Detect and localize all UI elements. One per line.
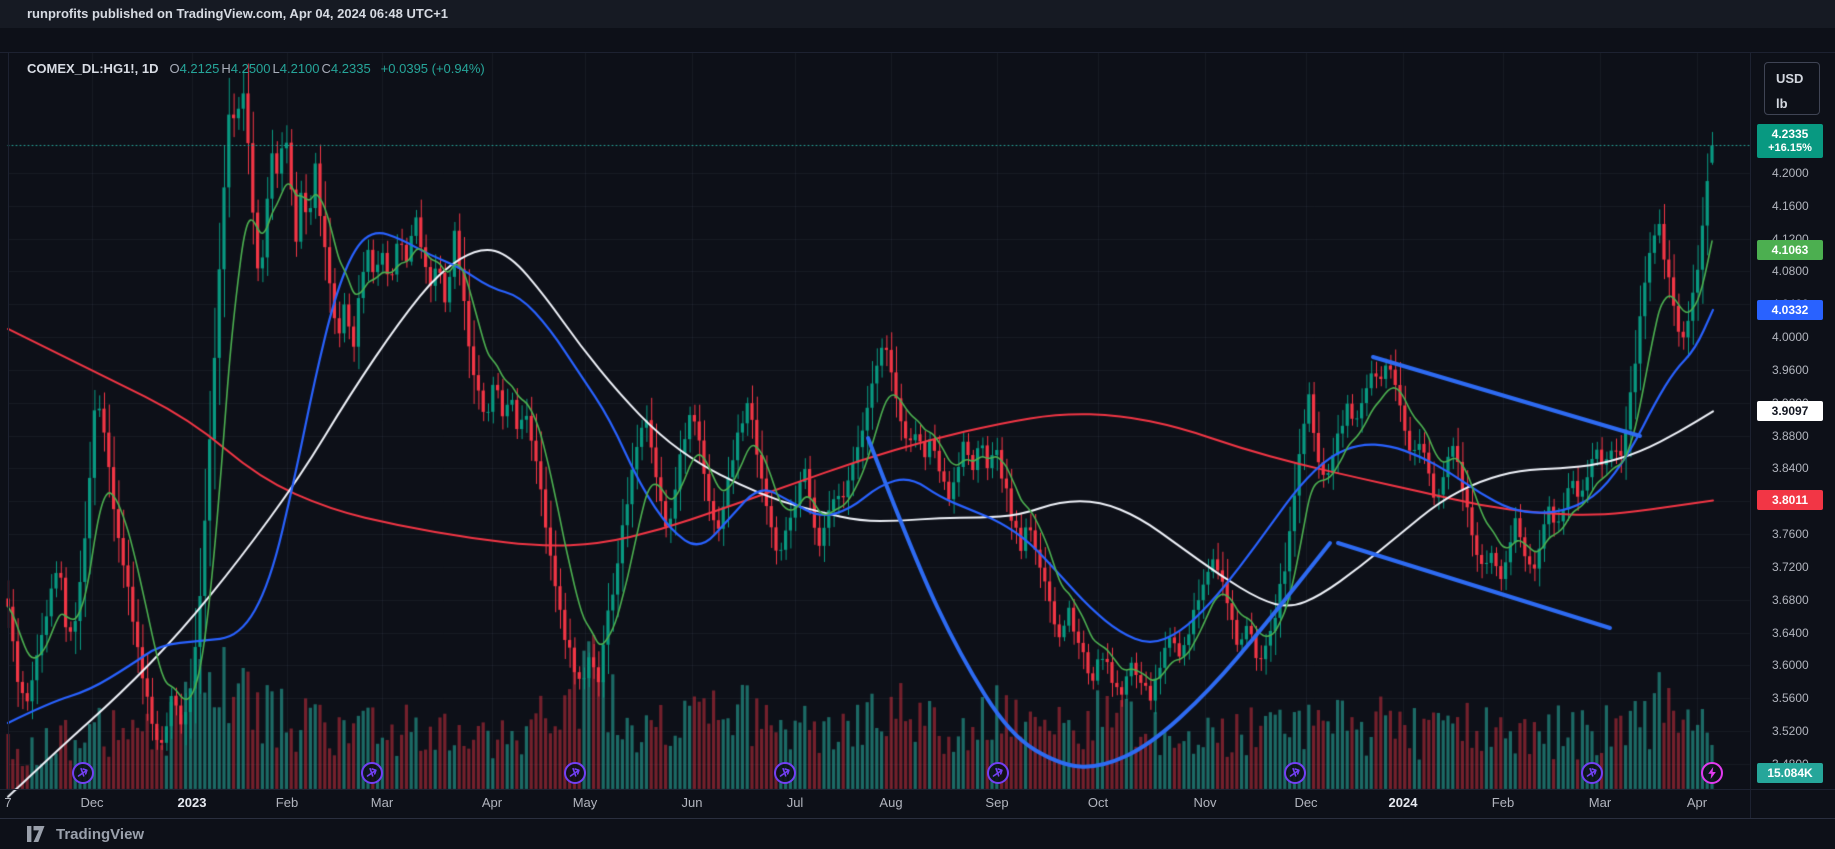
- time-label: Feb: [1491, 795, 1515, 810]
- price-tick: 3.8800: [1772, 428, 1809, 443]
- price-tick: 4.0000: [1772, 330, 1809, 345]
- time-label-year: 2024: [1388, 795, 1418, 810]
- ohlc-label: H: [221, 61, 231, 76]
- footer-attribution[interactable]: TradingView: [27, 821, 144, 847]
- widget-bottom-border: [0, 818, 1835, 819]
- price-tick: 3.5600: [1772, 691, 1809, 706]
- symbol-legend[interactable]: COMEX_DL:HG1!, 1D O4.2125 H4.2500 L4.2100 C…: [27, 61, 485, 76]
- time-label: Feb: [275, 795, 299, 810]
- time-label: Oct: [1087, 795, 1109, 810]
- time-label: Dec: [80, 795, 104, 810]
- ohlc-values: O4.2125 H4.2500 L4.2100 C4.2335: [169, 61, 372, 76]
- time-label: Mar: [1588, 795, 1612, 810]
- time-label: Jun: [681, 795, 703, 810]
- price-tick: 3.6400: [1772, 625, 1809, 640]
- time-label: Mar: [370, 795, 394, 810]
- time-label: Sep: [985, 795, 1009, 810]
- time-label: Nov: [1193, 795, 1217, 810]
- unit-currency: USD: [1776, 71, 1804, 86]
- unit-measure: lb: [1776, 96, 1788, 111]
- ohlc-label: C: [321, 61, 331, 76]
- ohlc-value: 4.2100: [279, 61, 320, 76]
- ma-mid-badge: 4.0332: [1757, 299, 1823, 320]
- ohlc-label: O: [169, 61, 180, 76]
- tradingview-logo-icon[interactable]: [27, 826, 49, 842]
- price-tick: 3.8400: [1772, 461, 1809, 476]
- pane-top-border: [0, 52, 1835, 53]
- price-tick: 3.5200: [1772, 724, 1809, 739]
- change-value: +0.0395 (+0.94%): [380, 61, 485, 76]
- price-tick: 3.7600: [1772, 527, 1809, 542]
- ohlc-value: 4.2125: [179, 61, 220, 76]
- price-tick: 3.7200: [1772, 559, 1809, 574]
- time-label: Aug: [879, 795, 903, 810]
- brand-text: TradingView: [56, 825, 145, 843]
- symbol-title[interactable]: COMEX_DL:HG1!, 1D: [27, 61, 159, 76]
- time-label: Jul: [786, 795, 804, 810]
- time-scale-border: [0, 789, 1835, 790]
- price-tick: 3.6800: [1772, 592, 1809, 607]
- plot-left-border: [8, 52, 9, 789]
- ohlc-value: 4.2500: [230, 61, 271, 76]
- price-tick: 4.0800: [1772, 264, 1809, 279]
- time-label-year: 2023: [177, 795, 207, 810]
- ma-slow-badge: 3.9097: [1757, 401, 1823, 422]
- attribution-text: runprofits published on TradingView.com,…: [27, 6, 449, 21]
- price-tick: 3.6000: [1772, 658, 1809, 673]
- time-label: Apr: [481, 795, 503, 810]
- time-label: 7: [4, 795, 12, 810]
- time-label: May: [572, 795, 598, 810]
- price-scale-border: [1750, 52, 1751, 818]
- ma-fast-badge: 4.1063: [1757, 239, 1823, 260]
- volume-badge: 15.084K: [1757, 763, 1823, 783]
- price-tick: 3.9600: [1772, 362, 1809, 377]
- ma-long-badge: 3.8011: [1757, 490, 1823, 511]
- time-label: Dec: [1294, 795, 1318, 810]
- last-price-badge: 4.2335 +16.15%: [1757, 123, 1823, 158]
- ohlc-value: 4.2335: [330, 61, 371, 76]
- attribution-bar: runprofits published on TradingView.com,…: [0, 0, 1835, 28]
- unit-box: USD lb: [1764, 62, 1820, 115]
- price-tick: 4.2000: [1772, 166, 1809, 180]
- price-tick: 4.1600: [1772, 198, 1809, 213]
- ohlc-label: L: [272, 61, 280, 76]
- time-label: Apr: [1686, 795, 1708, 810]
